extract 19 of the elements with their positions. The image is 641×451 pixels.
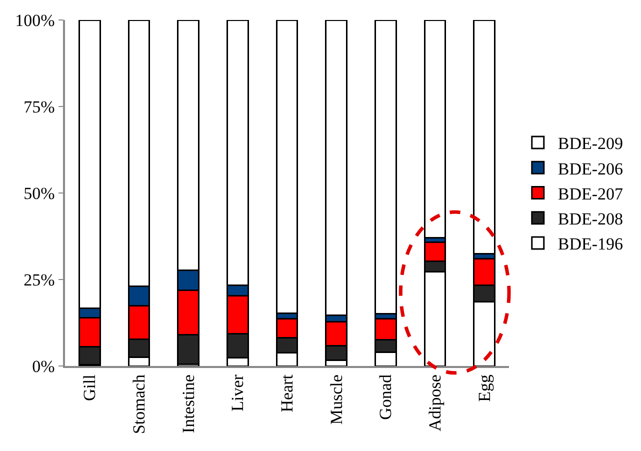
x-tick-label: Intestine [178, 374, 198, 434]
x-tick-label: Muscle [326, 374, 346, 425]
x-tick-label: Egg [474, 374, 494, 402]
legend-label: BDE-196 [558, 234, 624, 254]
legend-label: BDE-206 [558, 159, 624, 178]
x-tick-label: Gill [80, 374, 100, 402]
x-tick-label: Stomach [130, 374, 149, 434]
y-tick-label: 25% [24, 270, 55, 290]
y-tick-label: 50% [24, 184, 55, 203]
x-tick-label: Heart [278, 374, 297, 412]
y-tick-label: 75% [24, 97, 55, 116]
legend-label: BDE-208 [558, 209, 624, 228]
legend-label: BDE-209 [558, 134, 624, 154]
x-tick-label: Adipose [426, 374, 445, 432]
legend-label: BDE-207 [558, 184, 624, 204]
x-tick-label: Liver [228, 374, 248, 412]
x-tick-label: Gonad [376, 374, 396, 420]
y-tick-label: 100% [15, 10, 55, 30]
y-tick-label: 0% [32, 356, 55, 376]
